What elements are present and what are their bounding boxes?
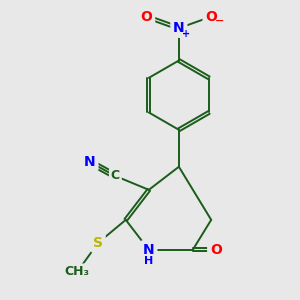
Text: C: C <box>111 169 120 182</box>
Text: O: O <box>210 243 222 257</box>
Text: O: O <box>141 10 152 24</box>
Text: −: − <box>214 16 224 26</box>
Text: N: N <box>173 21 185 35</box>
Text: CH₃: CH₃ <box>65 265 90 278</box>
Text: H: H <box>144 256 154 266</box>
Text: N: N <box>143 243 155 257</box>
Text: +: + <box>182 29 190 39</box>
Text: O: O <box>205 10 217 24</box>
Text: N: N <box>84 155 96 169</box>
Text: S: S <box>93 236 103 250</box>
